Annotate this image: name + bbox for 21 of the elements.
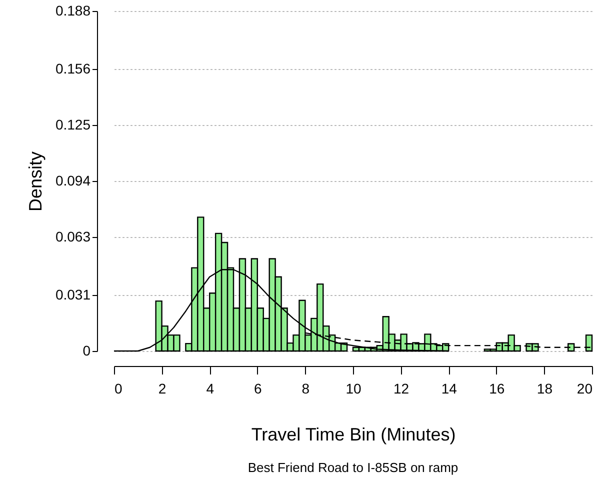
x-axis-title: Travel Time Bin (Minutes) [251,424,456,444]
y-tick-label: 0.125 [55,116,91,132]
x-tick-label: 2 [158,380,166,396]
x-tick-label: 6 [254,380,262,396]
y-axis-title: Density [25,151,46,212]
x-tick-label: 10 [346,380,362,396]
x-tick-label: 20 [576,380,593,396]
y-tick-label: 0.188 [55,2,91,18]
text: Best Friend Road to I-85SB on ramp [248,460,458,475]
y-tick-label: 0.063 [55,228,91,245]
y-tick-label: 0.031 [55,286,91,302]
x-tick-label: 0 [114,380,122,396]
x-tick-label: 4 [206,380,214,396]
y-tick-label: 0.094 [55,172,91,188]
x-tick-label: 18 [536,380,553,396]
x-tick-label: 12 [394,380,410,396]
x-tick-label: 8 [302,380,310,396]
x-tick-label: 14 [441,380,458,396]
y-tick-label: 0 [82,342,91,358]
x-tick-label: 16 [489,380,505,396]
y-tick-label: 0.156 [55,60,91,76]
